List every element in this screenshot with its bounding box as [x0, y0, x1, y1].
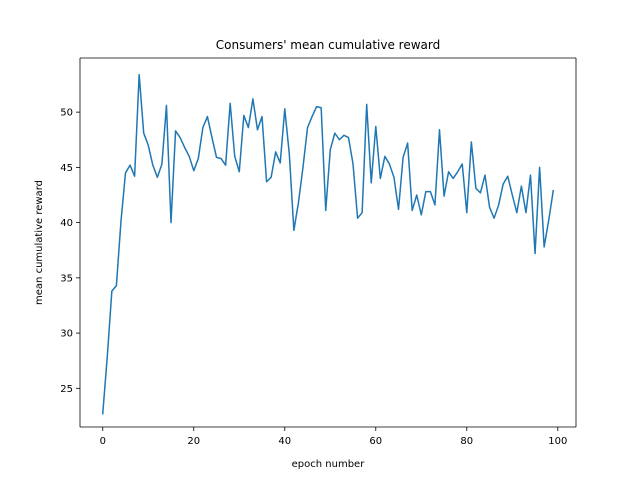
x-tick-label: 40 — [278, 436, 291, 447]
chart-title: Consumers' mean cumulative reward — [216, 38, 440, 52]
y-tick-label: 25 — [60, 384, 73, 395]
y-tick-label: 50 — [60, 108, 73, 119]
x-tick-label: 100 — [548, 436, 567, 447]
y-tick-label: 30 — [60, 329, 73, 340]
x-tick-label: 80 — [460, 436, 473, 447]
series-line — [101, 73, 555, 415]
x-axis-label: epoch number — [292, 459, 366, 470]
y-tick-label: 45 — [60, 163, 73, 174]
x-tick-label: 60 — [369, 436, 382, 447]
x-tick-label: 20 — [187, 436, 200, 447]
axes-frame — [79, 57, 577, 428]
x-tick-label: 0 — [100, 436, 106, 447]
plot-area — [80, 58, 576, 427]
y-tick-label: 40 — [60, 218, 73, 229]
series-lines — [101, 73, 555, 415]
y-tick-label: 35 — [60, 273, 73, 284]
axis-ticks: 0 20 40 60 80 100 25 30 35 40 45 50 — [60, 108, 567, 447]
y-axis-label: mean cumulative reward — [34, 180, 45, 305]
